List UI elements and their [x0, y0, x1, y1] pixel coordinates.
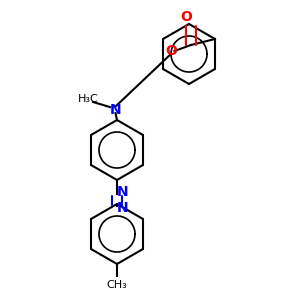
Text: N: N [110, 103, 121, 116]
Text: N: N [117, 202, 129, 215]
Text: CH₃: CH₃ [106, 280, 128, 290]
Text: N: N [117, 185, 129, 199]
Text: O: O [165, 44, 177, 58]
Text: H₃C: H₃C [78, 94, 99, 104]
Text: O: O [181, 10, 192, 24]
